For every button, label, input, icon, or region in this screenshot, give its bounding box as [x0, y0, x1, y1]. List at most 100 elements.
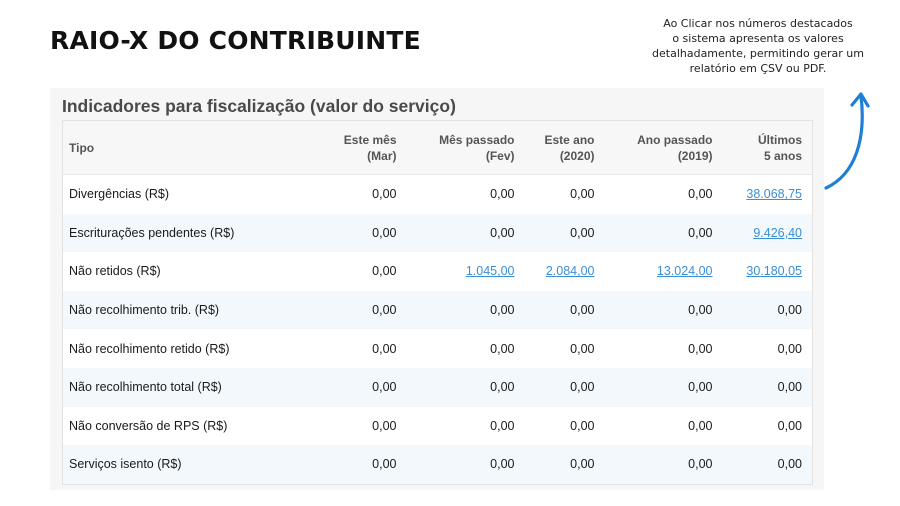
curved-arrow-up-icon — [824, 92, 870, 190]
row-label: Não recolhimento retido (R$) — [62, 329, 337, 368]
row-label: Serviços isento (R$) — [62, 445, 337, 485]
table-cell: 0,00 — [406, 445, 525, 485]
table-cell: 0,00 — [336, 367, 407, 407]
column-header-sublabel: 5 anos — [763, 148, 802, 163]
value-link[interactable]: 13.024,00 — [656, 264, 713, 279]
table-cell: 0,00 — [604, 367, 723, 407]
table-row: Não retidos (R$) 0,00 1.045,00 2.084,00 13.0… — [62, 252, 813, 291]
value-link[interactable]: 2.084,00 — [545, 264, 595, 279]
table-cell: 0,00 — [336, 329, 407, 368]
cell-value: 0,00 — [372, 264, 397, 279]
column-header-sublabel: (2019) — [677, 148, 713, 163]
column-header-ultimos-5-anos: Últimos 5 anos — [722, 120, 813, 175]
table-cell: 0,00 — [722, 445, 813, 485]
cell-value: 0,00 — [372, 380, 397, 395]
table-row: Não recolhimento total (R$) 0,00 0,00 0,00 0… — [62, 367, 813, 407]
table-cell: 0,00 — [604, 213, 723, 253]
table-row: Divergências (R$) 0,00 0,00 0,00 0,00 38.068,… — [62, 174, 813, 214]
instruction-note: Ao Clicar nos números destacados o siste… — [636, 16, 880, 76]
table-cell: 0,00 — [524, 367, 605, 407]
table-cell: 0,00 — [406, 213, 525, 253]
table-cell: 0,00 — [336, 174, 407, 214]
cell-value: 0,00 — [777, 341, 802, 356]
cell-value: 0,00 — [490, 187, 515, 202]
value-link[interactable]: 38.068,75 — [746, 187, 802, 202]
cell-value: 0,00 — [490, 341, 515, 356]
table-cell: 0,00 — [336, 406, 407, 446]
column-header-label: Tipo — [69, 140, 95, 155]
note-line: relatório em ÇSV ou PDF. — [689, 62, 827, 75]
table-cell: 0,00 — [722, 329, 813, 368]
column-header-este-ano: Este ano (2020) — [524, 120, 605, 175]
table-cell: 0,00 — [336, 445, 407, 485]
table-cell: 38.068,75 — [722, 174, 813, 214]
cell-value: 0,00 — [372, 303, 397, 318]
cell-value: 0,00 — [570, 457, 595, 472]
cell-value: 0,00 — [777, 380, 802, 395]
cell-value: 0,00 — [490, 457, 515, 472]
table-cell: 0,00 — [524, 290, 605, 330]
column-header-tipo: Tipo — [62, 120, 337, 175]
cell-value: 0,00 — [688, 187, 713, 202]
value-link[interactable]: 1.045,00 — [465, 264, 515, 279]
note-line: detalhadamente, permitindo gerar um — [652, 47, 864, 60]
note-line: o sistema apresenta os valores — [672, 32, 844, 45]
table-cell: 30.180,05 — [722, 252, 813, 291]
cell-value: 0,00 — [777, 418, 802, 433]
table-cell: 9.426,40 — [722, 213, 813, 253]
indicators-panel: Indicadores para fiscalização (valor do … — [50, 88, 824, 490]
column-header-sublabel: (Mar) — [367, 148, 397, 163]
column-header-sublabel: (2020) — [559, 148, 595, 163]
cell-value: 0,00 — [688, 457, 713, 472]
indicators-table: Tipo Este mês (Mar) Mês passado (Fev) Este… — [62, 120, 813, 485]
table-cell: 13.024,00 — [604, 252, 723, 291]
table-cell: 0,00 — [336, 252, 407, 291]
cell-value: 0,00 — [688, 418, 713, 433]
table-cell: 0,00 — [406, 406, 525, 446]
cell-value: 0,00 — [372, 187, 397, 202]
column-header-ano-passado: Ano passado (2019) — [604, 120, 723, 175]
cell-value: 0,00 — [570, 225, 595, 240]
cell-value: 0,00 — [570, 418, 595, 433]
column-header-label: Mês passado — [439, 132, 515, 147]
column-header-label: Ano passado — [637, 132, 713, 147]
cell-value: 0,00 — [570, 303, 595, 318]
cell-value: 0,00 — [372, 225, 397, 240]
cell-value: 0,00 — [490, 225, 515, 240]
table-cell: 0,00 — [722, 367, 813, 407]
column-header-label: Este ano — [544, 132, 595, 147]
row-label: Escriturações pendentes (R$) — [62, 213, 337, 253]
cell-value: 0,00 — [490, 380, 515, 395]
panel-title: Indicadores para fiscalização (valor do … — [62, 96, 456, 116]
value-link[interactable]: 30.180,05 — [746, 264, 802, 279]
table-row: Não recolhimento retido (R$) 0,00 0,00 0,00… — [62, 329, 813, 368]
cell-value: 0,00 — [688, 341, 713, 356]
row-label: Não recolhimento trib. (R$) — [62, 290, 337, 330]
cell-value: 0,00 — [570, 380, 595, 395]
cell-value: 0,00 — [688, 225, 713, 240]
table-cell: 0,00 — [604, 445, 723, 485]
cell-value: 0,00 — [777, 457, 802, 472]
table-row: Não recolhimento trib. (R$) 0,00 0,00 0,00 0… — [62, 290, 813, 330]
table-cell: 0,00 — [336, 290, 407, 330]
table-cell: 0,00 — [524, 406, 605, 446]
table-row: Escriturações pendentes (R$) 0,00 0,00 0,00… — [62, 213, 813, 253]
row-label: Não conversão de RPS (R$) — [62, 406, 337, 446]
table-cell: 0,00 — [524, 445, 605, 485]
table-header-row: Tipo Este mês (Mar) Mês passado (Fev) Este… — [62, 120, 813, 175]
row-label: Não retidos (R$) — [62, 252, 337, 291]
table-cell: 1.045,00 — [406, 252, 525, 291]
value-link[interactable]: 9.426,40 — [753, 225, 802, 240]
row-label: Divergências (R$) — [62, 174, 337, 214]
table-cell: 0,00 — [604, 406, 723, 446]
cell-value: 0,00 — [688, 380, 713, 395]
cell-value: 0,00 — [372, 341, 397, 356]
table-row: Serviços isento (R$) 0,00 0,00 0,00 0,00 0,00 — [62, 445, 813, 485]
table-cell: 0,00 — [604, 174, 723, 214]
row-label: Não recolhimento total (R$) — [62, 367, 337, 407]
cell-value: 0,00 — [777, 303, 802, 318]
table-cell: 0,00 — [722, 406, 813, 446]
table-cell: 0,00 — [406, 174, 525, 214]
table-row: Não conversão de RPS (R$) 0,00 0,00 0,00 0,0… — [62, 406, 813, 446]
cell-value: 0,00 — [372, 457, 397, 472]
